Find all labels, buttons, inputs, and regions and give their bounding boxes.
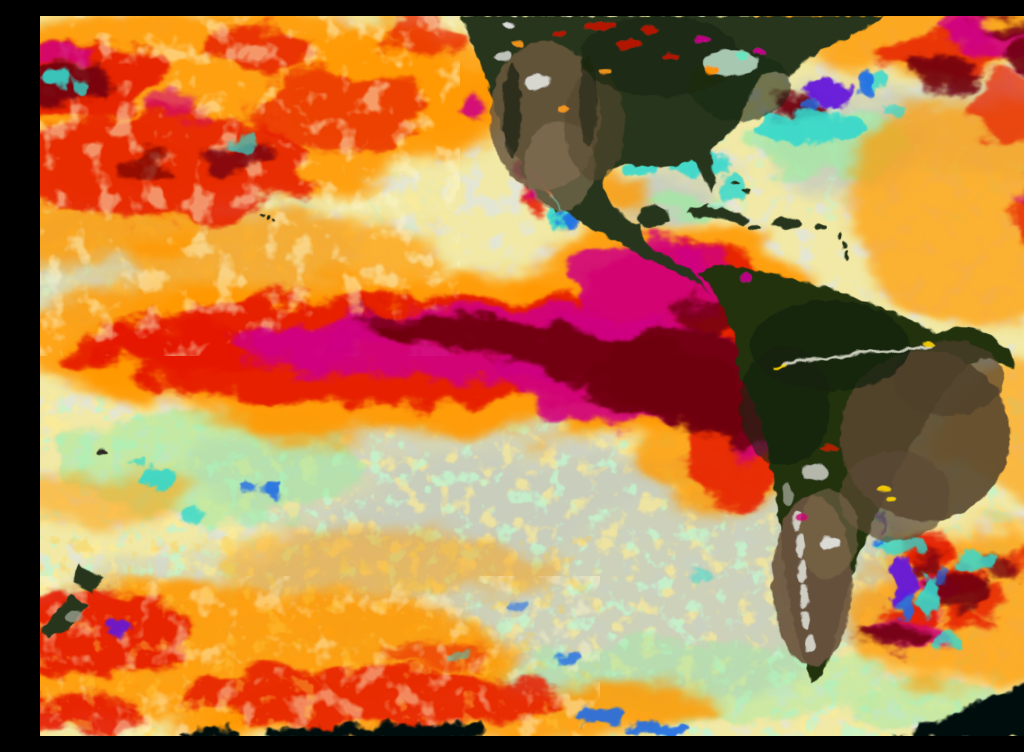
sa-northeast-brown [893,340,1003,416]
amazon-dark-west [740,346,830,466]
patagonia-white-patch [820,537,840,549]
canada-warm-flecks [552,22,678,59]
cuba-lagoon [708,203,724,209]
northwest-atlantic-cold-pool [804,80,855,109]
na-snow-fleck [495,51,511,61]
cuba [686,203,750,225]
amazon-river-yellow-segment [772,363,786,370]
sst-anomaly-map [40,16,1024,736]
lake-magenta-fleck [755,49,765,55]
na-snow-patch [524,74,550,90]
sa-yellow-flecks [877,486,897,502]
na-white-dot [503,22,515,28]
orange-speckle-southwest [40,536,600,736]
pale-speckle-north [40,16,460,356]
sa-south-brazil-brown [840,451,950,541]
na-orange-flecks [512,41,610,112]
puerto-rico [814,224,826,230]
maroon-extreme-warm [40,16,1024,648]
jamaica [747,225,761,231]
lake-warm-fleck [705,66,719,74]
nz-gray-speckle [65,611,83,621]
na-rockies [579,56,597,146]
amazon-river [781,345,933,367]
south-atlantic-cold-pool [887,556,918,611]
na-magenta-fleck [695,36,709,44]
na-coastal-range [503,63,521,159]
small-island [98,449,106,455]
hawaiian-islands [260,213,276,223]
sa-red-fleck [821,445,839,451]
lesser-antilles [730,182,848,260]
purple-cold-pools [108,80,918,638]
colombia-magenta-fleck [740,273,752,283]
hispaniola [772,217,802,229]
sa-magenta-fleck [795,514,809,522]
altiplano-snow [802,464,828,480]
amazon-mouth-fleck [922,341,934,347]
new-zealand-north-island [74,564,102,594]
landmasses [42,16,1016,682]
lake-cool-fleck [736,52,748,60]
pampas-tan [798,489,858,579]
